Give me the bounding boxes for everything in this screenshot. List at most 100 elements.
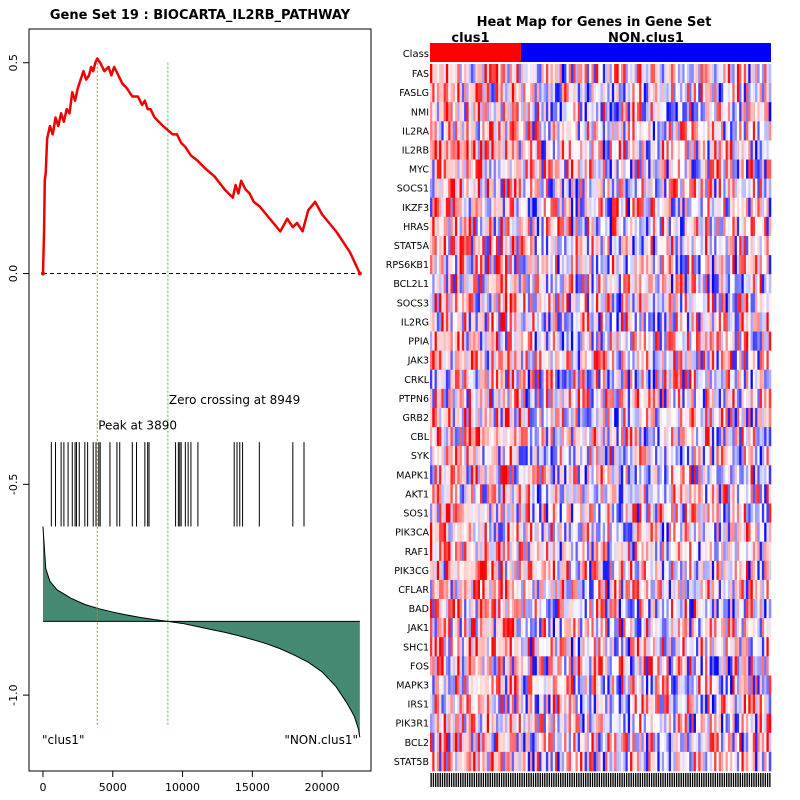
heatmap-cell (705, 178, 708, 199)
heatmap-cell (482, 235, 485, 256)
heatmap-cell (518, 235, 522, 256)
heatmap-cell (609, 427, 613, 447)
heatmap-cell (575, 541, 579, 562)
heatmap-cell (511, 599, 515, 619)
heatmap-cell (448, 560, 451, 581)
heatmap-cell (748, 159, 751, 179)
heatmap-cell (468, 484, 472, 504)
heatmap-cell (655, 407, 658, 428)
heatmap-cell (750, 388, 754, 409)
heatmap-cell (680, 178, 683, 199)
heatmap-cell (677, 102, 681, 122)
heatmap-cell (714, 446, 717, 466)
heatmap-cell (761, 427, 765, 447)
heatmap-cell (741, 599, 745, 619)
heatmap-cell (764, 350, 767, 371)
heatmap-cell (661, 350, 665, 371)
heatmap-cell (745, 64, 749, 84)
heatmap-cell (677, 331, 681, 351)
heatmap-cell (589, 64, 592, 84)
heatmap-cell (680, 656, 683, 676)
heatmap-cell (766, 159, 770, 179)
heatmap-cell (648, 197, 651, 218)
heatmap-cell (564, 83, 567, 103)
heatmap-cell (527, 312, 531, 332)
heatmap-cell (559, 522, 563, 542)
heatmap-cell (527, 197, 531, 218)
heatmap-cell (618, 331, 622, 351)
heatmap-cell (541, 255, 544, 275)
heatmap-cell (661, 140, 665, 160)
heatmap-cell (695, 656, 699, 676)
heatmap-cell (527, 522, 531, 542)
heatmap-cell (623, 560, 626, 581)
heatmap-cell (564, 579, 567, 600)
heatmap-cell (766, 541, 770, 562)
heatmap-cell (432, 522, 435, 542)
heatmap-cell (589, 484, 592, 504)
heatmap-cell (534, 465, 538, 485)
heatmap-cell (582, 140, 585, 160)
heatmap-cell (625, 255, 629, 275)
heatmap-cell (570, 102, 574, 122)
heatmap-cell (709, 599, 713, 619)
heatmap-cell (545, 503, 549, 523)
heatmap-cell (759, 64, 763, 84)
heatmap-cell (536, 350, 540, 371)
heatmap-cell (486, 64, 490, 84)
heatmap-cell (436, 369, 440, 390)
heatmap-cell (705, 427, 708, 447)
heatmap-cell (507, 216, 510, 237)
heatmap-cell (486, 388, 490, 409)
heatmap-cell (659, 255, 663, 275)
heatmap-cell (727, 637, 731, 657)
heatmap-cell (614, 121, 617, 141)
heatmap-cell (536, 140, 540, 160)
heatmap-cell (550, 274, 554, 294)
heatmap-cell (741, 274, 745, 294)
heatmap-cell (680, 484, 683, 504)
heatmap-cell (686, 159, 690, 179)
heatmap-cell (582, 637, 585, 657)
heatmap-cell (686, 522, 690, 542)
heatmap-cell (495, 293, 499, 313)
heatmap-cell (548, 503, 551, 523)
heatmap-cell (593, 274, 597, 294)
heatmap-cell (507, 522, 510, 542)
heatmap-cell (616, 541, 619, 562)
heatmap-cell (536, 675, 540, 695)
heatmap-cell (655, 388, 658, 409)
heatmap-cell (634, 83, 638, 103)
heatmap-cell (568, 140, 572, 160)
heatmap-cell (527, 656, 531, 676)
heatmap-cell (620, 637, 624, 657)
heatmap-cell (607, 255, 610, 275)
heatmap-cell (711, 427, 715, 447)
heatmap-cell (559, 560, 563, 581)
heatmap-cell (616, 293, 619, 313)
heatmap-cell (457, 427, 460, 447)
heatmap-cell (611, 484, 615, 504)
heatmap-cell (700, 541, 704, 562)
heatmap-cell (459, 293, 463, 313)
heatmap-cell (673, 427, 676, 447)
heatmap-cell (559, 274, 563, 294)
heatmap-cell (530, 407, 533, 428)
heatmap-cell (711, 331, 715, 351)
heatmap-cell (743, 484, 747, 504)
heatmap-cell (652, 427, 656, 447)
heatmap-cell (541, 235, 544, 256)
heatmap-cell (448, 484, 451, 504)
heatmap-cell (452, 293, 456, 313)
heatmap-cell (495, 465, 499, 485)
heatmap-cell (691, 293, 694, 313)
heatmap-cell (716, 427, 720, 447)
heatmap-cell (548, 465, 551, 485)
heatmap-cell (734, 637, 738, 657)
heatmap-cell (448, 541, 451, 562)
heatmap-cell (441, 522, 444, 542)
heatmap-cell (605, 484, 608, 504)
heatmap-cell (573, 656, 576, 676)
heatmap-cell (550, 465, 554, 485)
heatmap-cell (655, 427, 658, 447)
